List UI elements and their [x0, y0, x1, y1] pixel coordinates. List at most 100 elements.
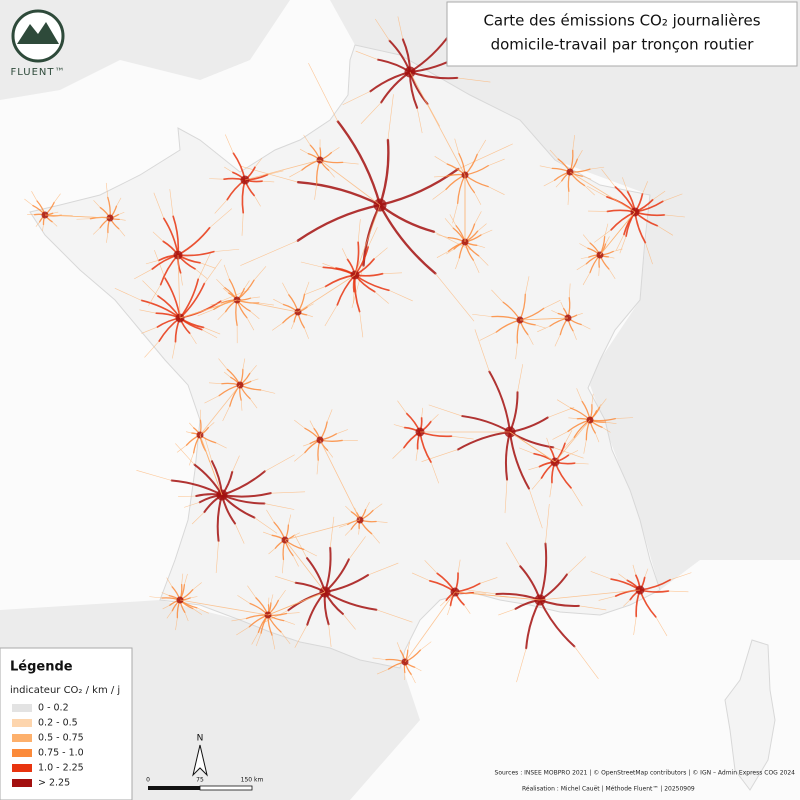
road-tail	[184, 573, 188, 585]
legend-title: Légende	[10, 660, 73, 675]
road-tail	[209, 208, 233, 228]
road-tail	[613, 248, 623, 252]
road-tail	[331, 147, 340, 153]
road-tail	[393, 424, 405, 428]
road-tail	[282, 282, 290, 295]
road-tail	[162, 604, 170, 610]
road-link	[177, 254, 181, 319]
road-tail	[622, 177, 628, 192]
road-link	[554, 419, 591, 463]
road-tail	[214, 199, 228, 214]
neighbour-land	[0, 0, 290, 100]
road-tail	[42, 224, 44, 232]
road-tail	[249, 310, 260, 320]
road-tail	[519, 447, 535, 454]
road	[336, 120, 382, 207]
road-tail	[342, 90, 371, 106]
road-tail	[353, 291, 355, 304]
road-tail	[280, 631, 291, 645]
road-tail	[249, 365, 257, 374]
legend-swatch	[12, 779, 32, 787]
road-tail	[213, 248, 240, 252]
road-tail	[250, 378, 259, 382]
road-tail	[376, 521, 388, 523]
road-tail	[268, 548, 276, 555]
road-tail	[652, 190, 666, 200]
road-tail	[178, 495, 197, 497]
road-tail	[197, 309, 214, 317]
road-tail	[506, 542, 521, 567]
road-tail	[344, 528, 352, 536]
road-tail	[515, 342, 518, 360]
road-tail	[172, 341, 176, 359]
road-tail	[294, 419, 306, 429]
road-tail	[216, 278, 226, 288]
road-tail	[264, 454, 295, 472]
road-tail	[93, 200, 101, 208]
road-tail	[288, 514, 292, 526]
road-tail	[633, 616, 637, 635]
road-tail	[186, 431, 192, 434]
road-tail	[324, 304, 338, 327]
road-tail	[434, 156, 448, 165]
road-tail	[605, 236, 610, 245]
road-tail	[348, 536, 366, 560]
road-tail	[582, 272, 591, 286]
road-tail	[244, 280, 250, 289]
road-tail	[208, 422, 215, 428]
road-tail	[477, 223, 487, 232]
road-tail	[240, 240, 298, 266]
road-tail	[416, 107, 423, 134]
road-tail	[53, 193, 61, 203]
road-tail	[568, 450, 579, 456]
road-link	[509, 431, 556, 463]
road-tail	[568, 417, 578, 420]
road-tail	[240, 400, 243, 411]
road-tail	[224, 166, 233, 173]
road-link	[199, 384, 241, 436]
road-tail	[215, 540, 219, 574]
road-tail	[307, 303, 314, 308]
road-tail	[148, 284, 161, 306]
road-tail	[300, 261, 324, 268]
road-tail	[304, 286, 326, 295]
road-tail	[220, 289, 250, 302]
road-tail	[570, 487, 583, 507]
road-tail	[594, 229, 612, 243]
road-tail	[266, 509, 275, 523]
scale-segment	[148, 786, 200, 790]
road-tail	[551, 310, 559, 314]
road-tail	[357, 219, 361, 243]
road-tail	[291, 321, 295, 330]
legend-label: 0.75 - 1.0	[38, 748, 84, 759]
road-tail	[169, 189, 174, 217]
legend-label: 0.5 - 0.75	[38, 733, 84, 744]
road-tail	[236, 626, 250, 636]
road-link	[284, 519, 361, 541]
title-line: Carte des émissions CO₂ journalières	[483, 12, 760, 30]
road-tail	[539, 165, 553, 169]
legend-swatch	[12, 734, 32, 742]
road-tail	[144, 340, 160, 358]
road-tail	[608, 268, 616, 279]
road-tail	[446, 248, 455, 255]
road-tail	[282, 559, 284, 574]
road-link	[319, 439, 361, 521]
road-tail	[407, 641, 410, 651]
road-link	[454, 591, 541, 601]
road-tail	[223, 264, 230, 280]
road-tail	[479, 577, 498, 584]
road-tail	[549, 149, 559, 160]
road-tail	[619, 236, 627, 254]
road-tail	[303, 134, 311, 146]
road-tail	[208, 382, 222, 385]
scale-label: 150 km	[241, 777, 264, 784]
road-tail	[424, 560, 438, 574]
road-tail	[421, 449, 459, 462]
road-tail	[175, 443, 195, 465]
road-tail	[271, 635, 276, 650]
road-tail	[223, 371, 231, 378]
road-tail	[371, 533, 380, 544]
road-tail	[180, 272, 183, 286]
road-tail	[420, 641, 432, 651]
